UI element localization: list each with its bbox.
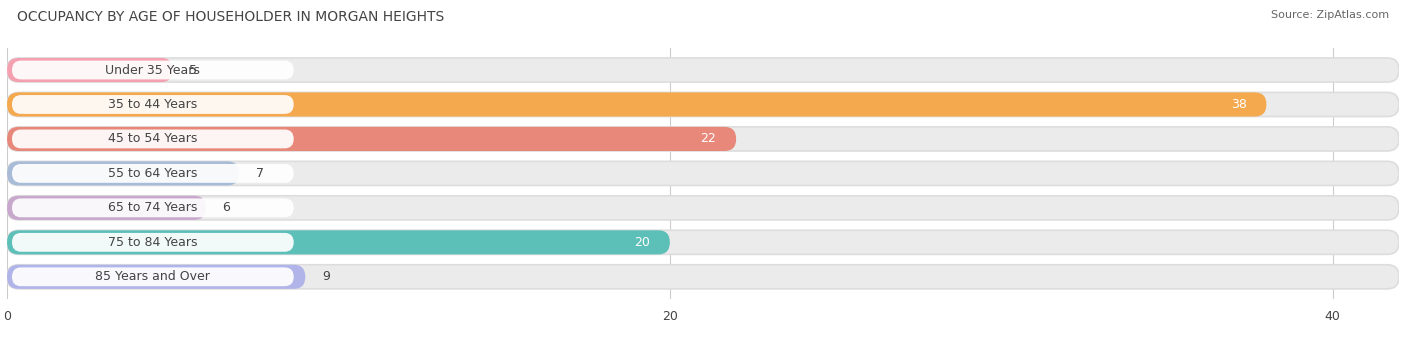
Text: 38: 38 [1230,98,1247,111]
FancyBboxPatch shape [7,58,173,82]
FancyBboxPatch shape [7,196,205,220]
FancyBboxPatch shape [13,130,294,148]
Text: 20: 20 [634,236,650,249]
FancyBboxPatch shape [13,267,294,286]
Text: 9: 9 [322,270,330,283]
Text: 45 to 54 Years: 45 to 54 Years [108,133,197,146]
FancyBboxPatch shape [13,164,294,183]
FancyBboxPatch shape [13,95,294,114]
Text: OCCUPANCY BY AGE OF HOUSEHOLDER IN MORGAN HEIGHTS: OCCUPANCY BY AGE OF HOUSEHOLDER IN MORGA… [17,10,444,24]
FancyBboxPatch shape [7,196,1399,220]
Text: 65 to 74 Years: 65 to 74 Years [108,201,197,214]
FancyBboxPatch shape [7,230,669,254]
FancyBboxPatch shape [7,92,1399,117]
Text: 75 to 84 Years: 75 to 84 Years [108,236,198,249]
Text: 7: 7 [256,167,263,180]
FancyBboxPatch shape [7,92,1267,117]
FancyBboxPatch shape [7,127,737,151]
Text: 55 to 64 Years: 55 to 64 Years [108,167,197,180]
Text: Under 35 Years: Under 35 Years [105,64,200,76]
Text: 5: 5 [190,64,197,76]
FancyBboxPatch shape [7,162,239,185]
FancyBboxPatch shape [7,162,1399,185]
FancyBboxPatch shape [7,127,1399,151]
Text: Source: ZipAtlas.com: Source: ZipAtlas.com [1271,10,1389,20]
FancyBboxPatch shape [7,265,1399,289]
Text: 85 Years and Over: 85 Years and Over [96,270,211,283]
FancyBboxPatch shape [7,265,305,289]
FancyBboxPatch shape [7,58,1399,82]
FancyBboxPatch shape [7,230,1399,254]
Text: 35 to 44 Years: 35 to 44 Years [108,98,197,111]
Text: 6: 6 [222,201,231,214]
FancyBboxPatch shape [13,199,294,217]
Text: 22: 22 [700,133,716,146]
FancyBboxPatch shape [13,61,294,80]
FancyBboxPatch shape [13,233,294,252]
